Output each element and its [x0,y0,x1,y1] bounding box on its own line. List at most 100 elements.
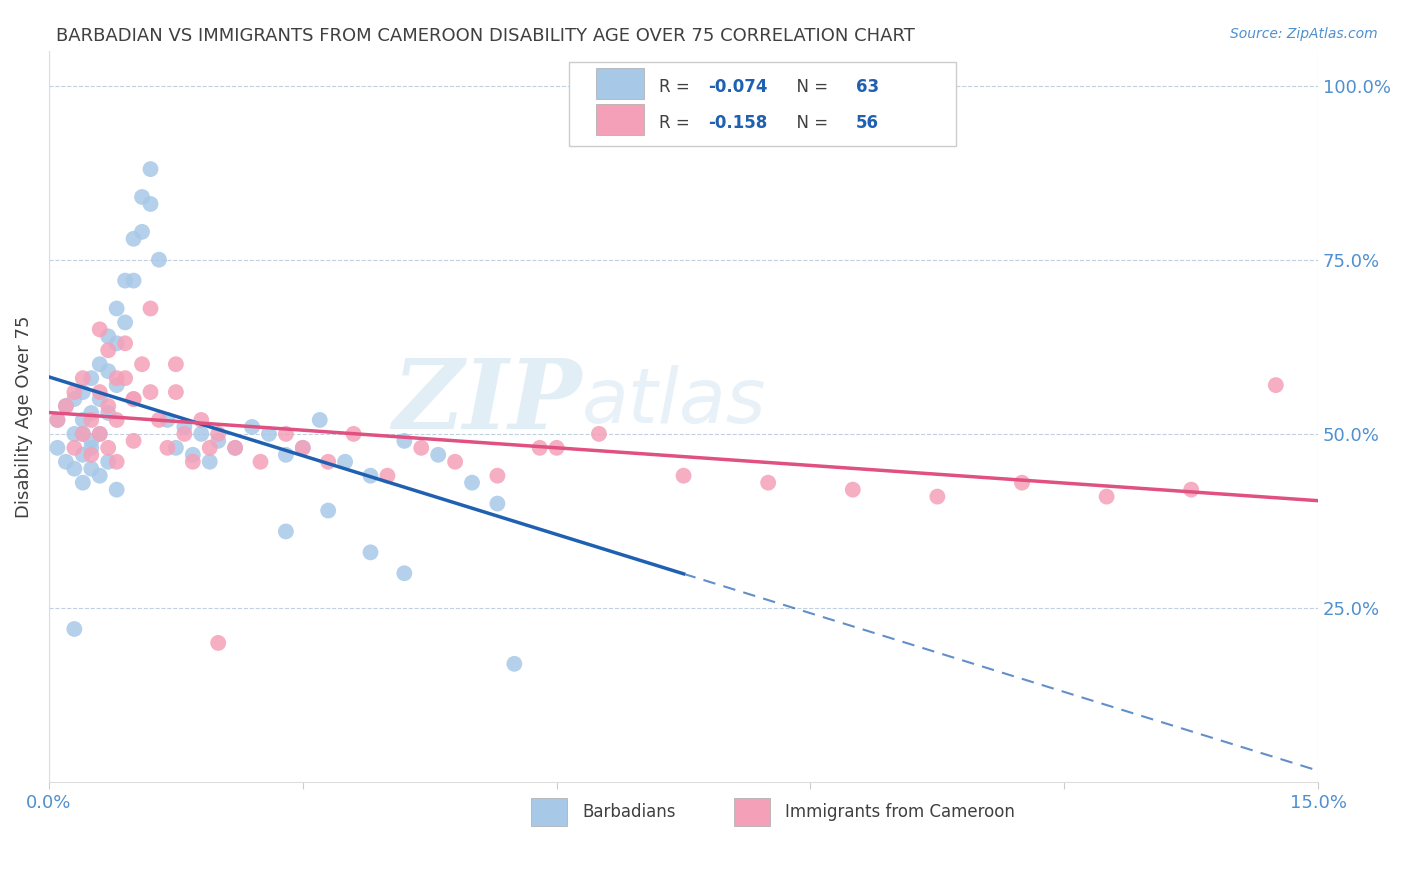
Point [444,455,467,469]
Point [546,441,568,455]
Point [89,385,111,400]
Point [114,315,136,329]
Point [207,434,229,448]
Point [181,455,204,469]
Point [122,392,145,406]
Point [80,441,103,455]
Point [114,336,136,351]
Point [97,343,120,358]
Text: N =: N = [786,78,834,95]
Point [139,197,162,211]
Point [486,468,509,483]
Point [316,455,339,469]
Point [672,468,695,483]
Point [486,497,509,511]
Point [274,524,297,539]
Text: BARBADIAN VS IMMIGRANTS FROM CAMEROON DISABILITY AGE OVER 75 CORRELATION CHART: BARBADIAN VS IMMIGRANTS FROM CAMEROON DI… [56,27,915,45]
Point [1264,378,1286,392]
Point [173,420,195,434]
Point [207,426,229,441]
Point [360,468,382,483]
Text: 56: 56 [856,114,879,132]
Text: -0.074: -0.074 [707,78,768,95]
Point [165,385,187,400]
Point [105,378,128,392]
Point [89,426,111,441]
Point [72,426,94,441]
Point [165,441,187,455]
Text: N =: N = [786,114,834,132]
FancyBboxPatch shape [531,798,567,826]
Point [291,441,314,455]
Point [80,371,103,385]
Point [105,455,128,469]
Point [756,475,779,490]
Text: atlas: atlas [582,365,766,439]
Point [97,329,120,343]
Point [72,413,94,427]
Text: ZIP: ZIP [392,355,582,449]
Point [588,426,610,441]
Point [105,336,128,351]
Point [316,503,339,517]
Point [80,434,103,448]
Point [411,441,433,455]
Point [308,413,330,427]
Point [139,162,162,177]
Point [72,448,94,462]
Point [207,636,229,650]
Point [131,190,153,204]
FancyBboxPatch shape [569,62,956,145]
Point [156,441,179,455]
Point [181,448,204,462]
Point [72,371,94,385]
Point [72,475,94,490]
Point [173,426,195,441]
Point [257,426,280,441]
Point [114,274,136,288]
Point [529,441,551,455]
Point [139,385,162,400]
Point [105,301,128,316]
Point [97,406,120,420]
Point [342,426,364,441]
Point [55,399,77,413]
Point [360,545,382,559]
Point [394,566,416,581]
Point [274,448,297,462]
Point [105,413,128,427]
Point [249,455,271,469]
Point [122,274,145,288]
Text: Barbadians: Barbadians [582,804,675,822]
Point [46,441,69,455]
Point [427,448,450,462]
Point [63,622,86,636]
Point [97,455,120,469]
Point [198,441,221,455]
Point [63,385,86,400]
Point [291,441,314,455]
Point [1095,490,1118,504]
Point [89,392,111,406]
Point [80,461,103,475]
Point [274,426,297,441]
Point [72,426,94,441]
Point [927,490,949,504]
Text: -0.158: -0.158 [707,114,766,132]
Point [240,420,263,434]
Point [97,399,120,413]
Point [165,357,187,371]
Text: R =: R = [659,114,696,132]
Point [97,441,120,455]
Point [198,455,221,469]
FancyBboxPatch shape [734,798,770,826]
Point [80,448,103,462]
Point [55,455,77,469]
Point [105,483,128,497]
Point [394,434,416,448]
Point [72,385,94,400]
FancyBboxPatch shape [596,104,644,136]
Y-axis label: Disability Age Over 75: Disability Age Over 75 [15,315,32,517]
Point [80,406,103,420]
Point [122,232,145,246]
